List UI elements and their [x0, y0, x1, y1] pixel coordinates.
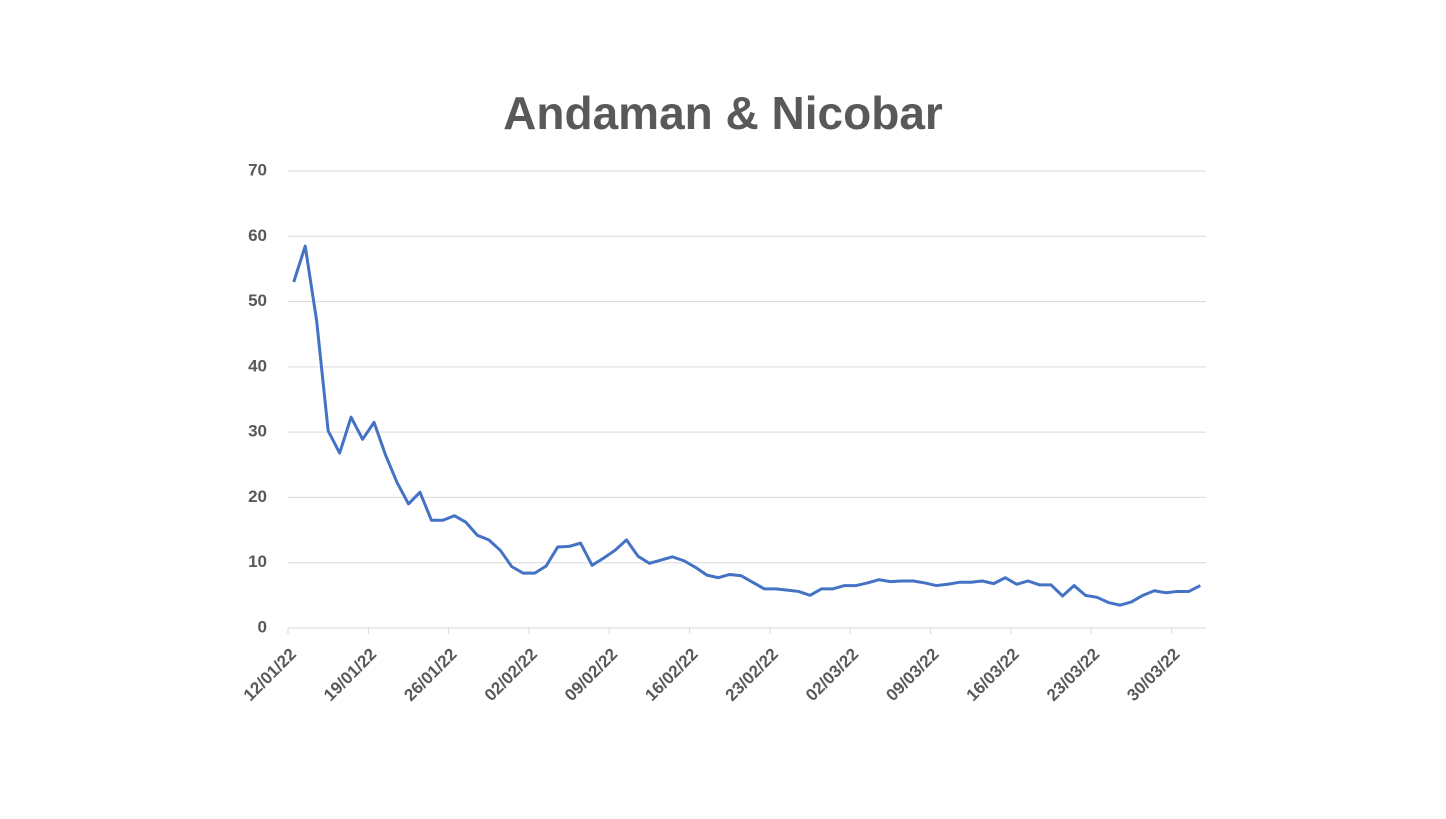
x-tick-label: 02/02/22: [481, 645, 541, 705]
x-tick-label: 16/03/22: [963, 645, 1023, 705]
line: [292, 244, 1201, 607]
y-tick-label: 0: [258, 617, 267, 636]
y-tick-label: 40: [248, 356, 267, 375]
y-tick-label: 50: [248, 291, 267, 310]
x-tick-label: 30/03/22: [1123, 645, 1183, 705]
x-tick-label: 23/03/22: [1043, 645, 1103, 705]
chart-title: Andaman & Nicobar: [503, 87, 943, 139]
x-tick-label: 23/02/22: [722, 645, 782, 705]
x-tick-label: 19/01/22: [320, 645, 380, 705]
x-tick-label: 16/02/22: [641, 645, 701, 705]
y-tick-label: 60: [248, 226, 267, 245]
y-tick-label: 70: [248, 160, 267, 179]
x-tick-label: 09/03/22: [882, 645, 942, 705]
x-tick-label: 02/03/22: [802, 645, 862, 705]
x-tick-label: 26/01/22: [400, 645, 460, 705]
x-tick-label: 09/02/22: [561, 645, 621, 705]
x-tick-label: 12/01/22: [240, 645, 300, 705]
y-tick-label: 20: [248, 487, 267, 506]
y-tick-label: 30: [248, 422, 267, 441]
y-tick-label: 10: [248, 552, 267, 571]
